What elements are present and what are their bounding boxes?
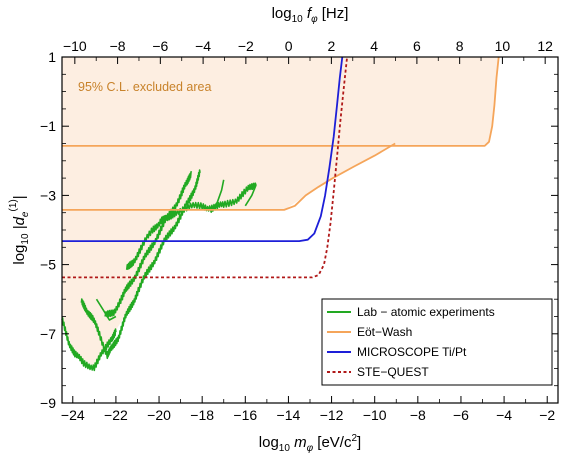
legend-label-microscope: MICROSCOPE Ti/Pt — [357, 345, 467, 359]
x-axis-title: log10 mφ [eV/c2] — [259, 433, 361, 454]
series-layer — [61, 56, 500, 372]
excluded-area — [62, 57, 499, 367]
series-line-1-1 — [62, 142, 396, 211]
x2-tick-label: −2 — [238, 38, 254, 54]
ticks: −24 −22 −20 −18 −16 −14 −12 −10 −8 −6 −4 −2−10 −8 −6−… — [40, 38, 558, 423]
annotation-excluded-area: 95% C.L. excluded area — [78, 80, 211, 94]
x-tick-label: −4 — [496, 407, 512, 423]
series-line-1-0 — [62, 56, 500, 147]
x2-tick-label: 2 — [327, 38, 335, 54]
y-axis-title: log10 |de(1)| — [8, 195, 31, 264]
x-tick-label: −14 — [277, 407, 301, 423]
x2-tick-label: 0 — [285, 38, 293, 54]
excluded-area-fill-lab — [62, 172, 285, 367]
series-line-0-3 — [104, 170, 193, 318]
x-tick-label: −22 — [104, 407, 128, 423]
x-tick-label: −16 — [233, 407, 257, 423]
x2-tick-label: −8 — [110, 38, 126, 54]
x-tick-label: −6 — [453, 407, 469, 423]
series-line-3-0 — [62, 56, 348, 279]
series-line-0-5 — [210, 179, 225, 214]
x-tick-label: −2 — [539, 407, 555, 423]
legend-box — [321, 298, 553, 386]
y-tick-label: 1 — [48, 49, 56, 65]
x2-axis-title: log10 fφ [Hz] — [272, 5, 349, 25]
x2-tick-label: −6 — [152, 38, 168, 54]
x2-tick-label: 6 — [413, 38, 421, 54]
x2-tick-label: 12 — [537, 38, 553, 54]
x2-tick-label: 8 — [456, 38, 464, 54]
y-tick-label: −1 — [40, 118, 56, 134]
excluded-area-fill-lower — [62, 143, 396, 210]
legend-entry-eot-wash: Eöt−Wash — [327, 325, 412, 339]
legend-entry-microscope: MICROSCOPE Ti/Pt — [327, 345, 467, 359]
x-tick-label: −24 — [61, 407, 85, 423]
x-tick-label: −18 — [190, 407, 214, 423]
excluded-area-fill — [62, 57, 499, 146]
legend-label-ste-quest: STE−QUEST — [357, 365, 429, 379]
legend-label-lab: Lab − atomic experiments — [357, 305, 495, 319]
y-tick-label: −5 — [40, 257, 56, 273]
series-line-0-4 — [125, 182, 257, 270]
x2-tick-label: −10 — [63, 38, 87, 54]
y-tick-label: −9 — [40, 395, 56, 411]
x2-tick-label: 10 — [495, 38, 511, 54]
x2-tick-label: −4 — [195, 38, 211, 54]
legend-entry-lab: Lab − atomic experiments — [327, 305, 495, 319]
x-tick-label: −8 — [410, 407, 426, 423]
legend-entry-ste-quest: STE−QUEST — [327, 365, 429, 379]
series-line-0-6 — [244, 184, 257, 207]
y-tick-label: −7 — [40, 326, 56, 342]
series-line-2-0 — [62, 56, 344, 242]
y-tick-label: −3 — [40, 187, 56, 203]
x-tick-label: −10 — [363, 407, 387, 423]
series-line-0-0 — [61, 317, 117, 372]
legend-label-eot-wash: Eöt−Wash — [357, 325, 412, 339]
x-tick-label: −12 — [320, 407, 344, 423]
legend: Lab − atomic experiments Eöt−Wash MICROS… — [321, 298, 553, 386]
x-tick-label: −20 — [147, 407, 171, 423]
x2-tick-label: 4 — [370, 38, 378, 54]
